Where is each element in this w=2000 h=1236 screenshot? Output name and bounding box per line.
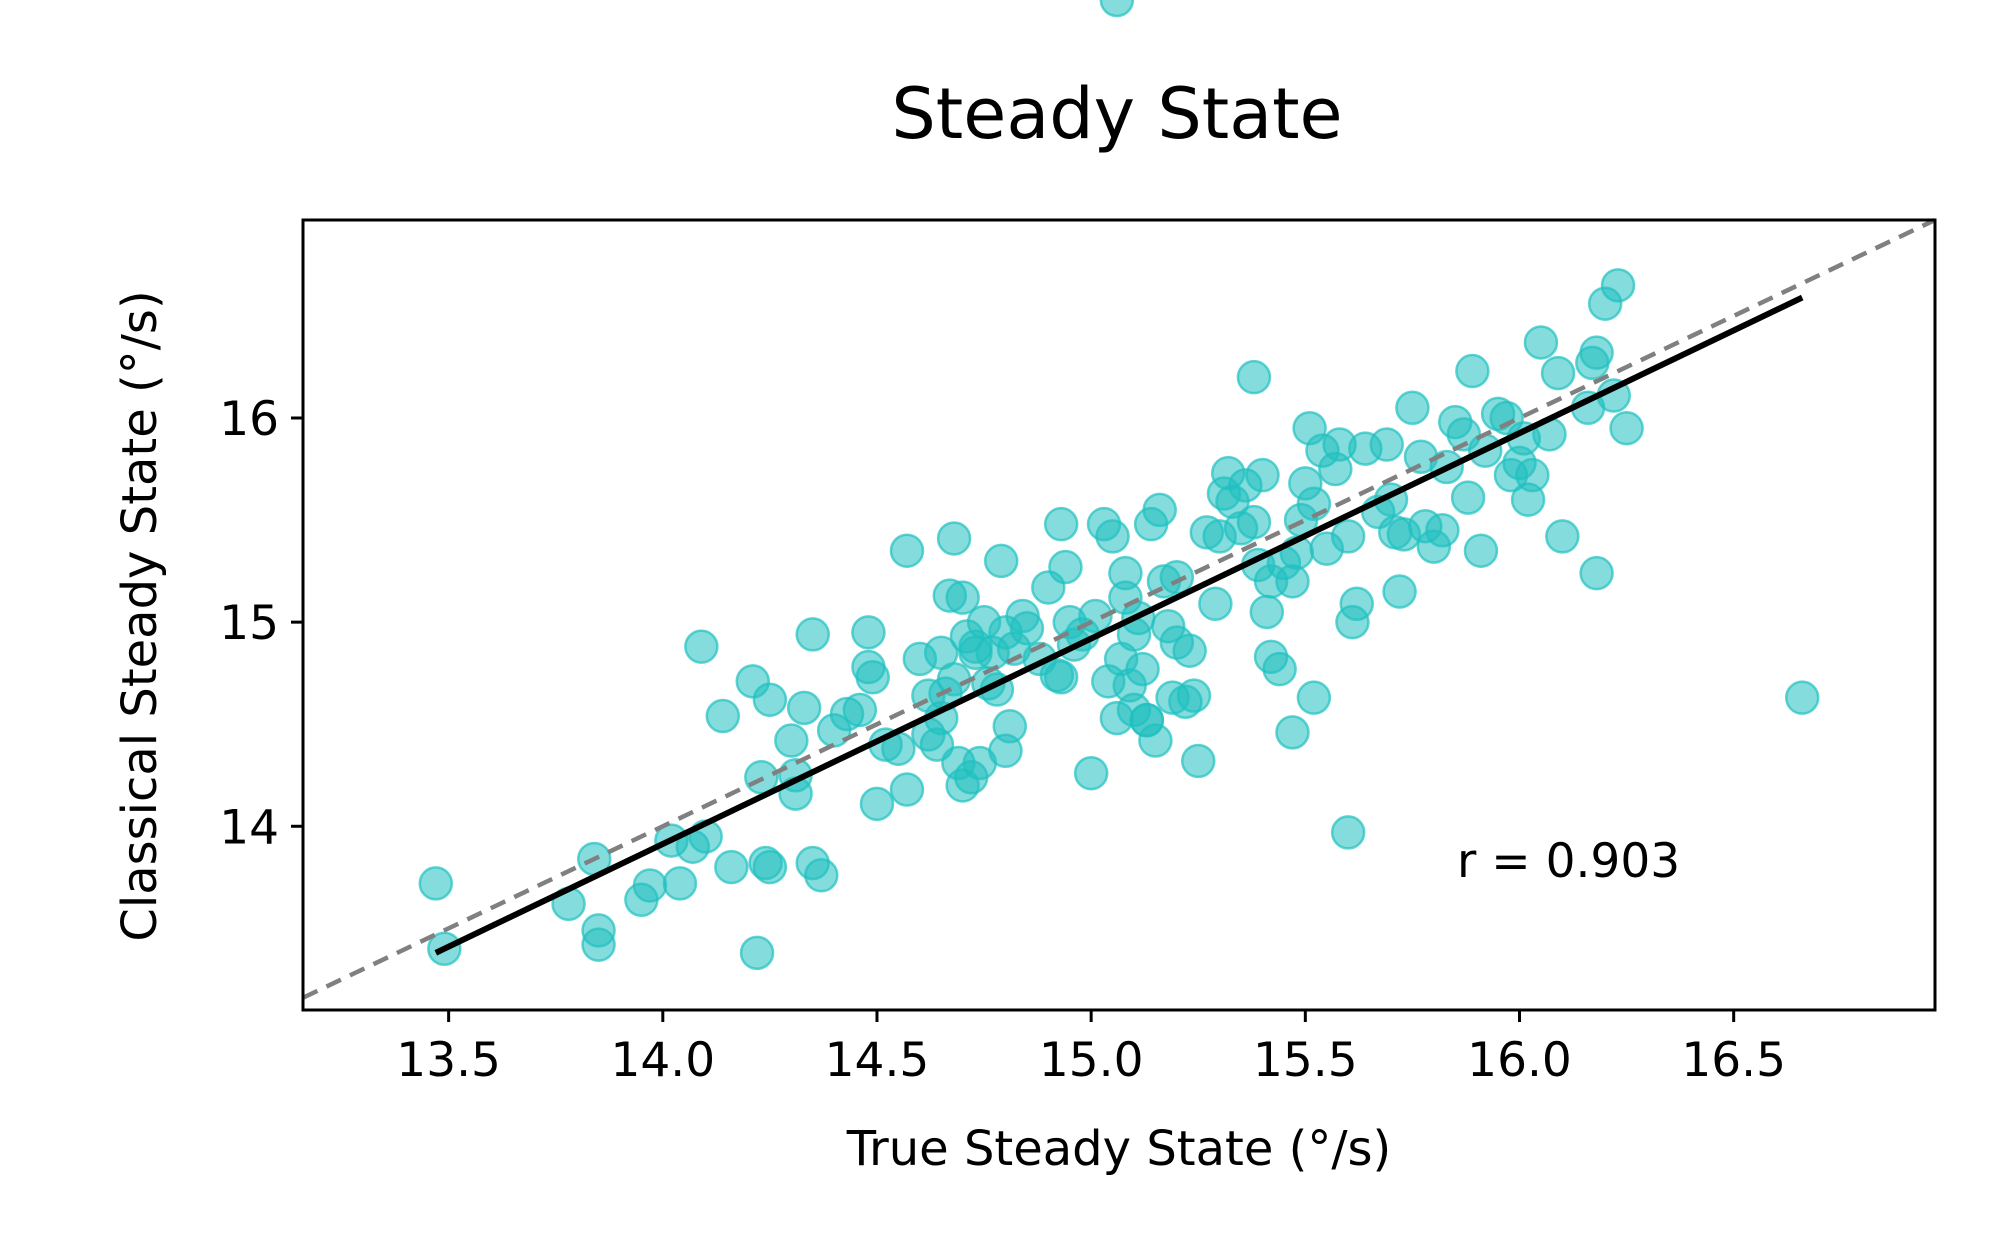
scatter-point — [1125, 651, 1160, 687]
scatter-point — [992, 709, 1028, 744]
x-tick-label: 16.0 — [1467, 1033, 1572, 1088]
scatter-point — [739, 935, 775, 971]
scatter-point — [889, 533, 925, 568]
scatter-point — [1236, 504, 1272, 540]
scatter-point — [662, 866, 698, 901]
scatter-point — [1253, 639, 1289, 675]
scatter-point — [1249, 594, 1285, 630]
scatter-point — [735, 664, 771, 699]
scatter-point — [1784, 680, 1820, 715]
scatter-point — [1159, 559, 1195, 595]
scatter-point — [1296, 680, 1332, 715]
scatter-point — [1382, 574, 1417, 609]
scatter-point — [1523, 325, 1559, 360]
scatter-point — [1099, 0, 1135, 18]
scatter-point — [958, 635, 993, 671]
plot-area-frame — [301, 218, 1937, 1012]
scatter-point — [752, 849, 788, 885]
scatter-point — [1236, 359, 1272, 395]
y-axis-label: Classical Steady State (°/s) — [112, 290, 168, 941]
y-axis-ticks: 14 15 16 — [219, 392, 303, 855]
scatter-point — [1108, 580, 1143, 615]
scatter-point — [1043, 660, 1079, 695]
scatter-point — [1275, 564, 1310, 599]
x-tick-label: 15.0 — [1039, 1033, 1144, 1088]
scatter-point — [1545, 519, 1580, 554]
scatter-point — [842, 692, 878, 728]
scatter-point — [1043, 506, 1079, 542]
scatter-point — [418, 866, 454, 901]
scatter-point — [795, 617, 830, 652]
scatter-point — [1579, 335, 1614, 370]
scatter-point — [1129, 702, 1165, 738]
scatter-point — [684, 629, 719, 664]
scatter-point — [1455, 353, 1490, 389]
scatter-point — [1369, 427, 1404, 462]
scatter-point — [1005, 598, 1040, 634]
y-tick-label: 15 — [219, 596, 279, 651]
scatter-point — [632, 868, 668, 903]
scatter-point — [945, 580, 980, 615]
scatter-point — [1425, 513, 1460, 548]
scatter-point — [1180, 743, 1216, 779]
x-tick-label: 16.5 — [1681, 1033, 1786, 1088]
scatter-point — [804, 858, 839, 893]
chart-title: Steady State — [891, 73, 1342, 155]
scatter-point — [1176, 678, 1212, 713]
regression-line — [434, 294, 1804, 956]
scatter-point — [1172, 633, 1207, 668]
scatter-point — [1198, 586, 1233, 622]
scatter-point — [1073, 755, 1109, 791]
scatter-point — [889, 772, 925, 807]
scatter-point — [1600, 268, 1636, 303]
scatter-point — [983, 543, 1019, 579]
scatter-point — [1339, 586, 1374, 622]
scatter-point — [1275, 715, 1310, 750]
x-tick-label: 13.5 — [396, 1033, 501, 1088]
scatter-point — [1048, 549, 1083, 585]
x-axis-label: True Steady State (°/s) — [846, 1121, 1392, 1177]
scatter-point — [1245, 457, 1280, 493]
identity-line — [302, 217, 1936, 1000]
scatter-point — [859, 786, 895, 822]
scatter-point — [1395, 390, 1430, 426]
x-tick-label: 15.5 — [1253, 1033, 1358, 1088]
x-axis-ticks: 13.5 14.0 14.5 15.0 15.5 16.0 16.5 — [396, 1010, 1786, 1088]
scatter-point — [1540, 355, 1576, 391]
scatter-point — [851, 615, 886, 650]
scatter-point — [1450, 480, 1486, 515]
scatter-point — [1515, 457, 1550, 493]
scatter-point — [1330, 519, 1366, 554]
x-tick-label: 14.0 — [610, 1033, 715, 1088]
scatter-point — [714, 849, 749, 885]
scatter-point — [774, 723, 809, 758]
scatter-point — [705, 698, 741, 734]
scatter-point — [1330, 815, 1366, 850]
scatter-point — [855, 660, 890, 695]
scatter-point — [1142, 492, 1177, 528]
scatter-point — [786, 690, 822, 726]
scatter-point — [1095, 519, 1130, 554]
scatter-point — [1579, 555, 1614, 591]
correlation-annotation: r = 0.903 — [1457, 834, 1680, 889]
y-tick-label: 14 — [219, 800, 279, 855]
scatter-point — [1463, 533, 1499, 568]
scatter-point — [581, 927, 616, 962]
x-tick-label: 14.5 — [825, 1033, 930, 1088]
scatter-point — [1609, 410, 1644, 446]
y-tick-label: 16 — [219, 392, 279, 447]
scatter-point — [936, 521, 972, 556]
